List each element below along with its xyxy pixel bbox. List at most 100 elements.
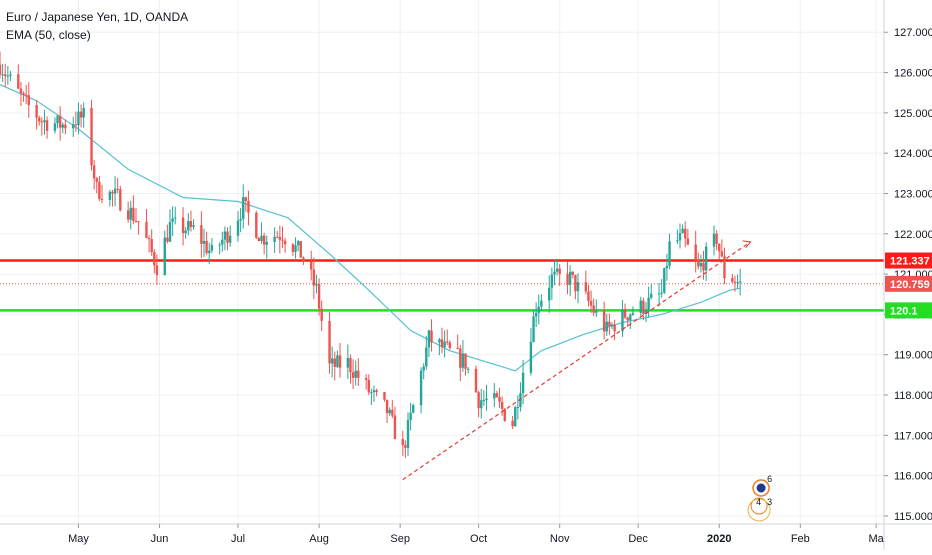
candle-body xyxy=(422,366,425,371)
candle-body xyxy=(631,312,635,315)
horizontal-levels[interactable] xyxy=(0,259,884,312)
candle-body xyxy=(187,221,190,231)
candle-body xyxy=(223,231,227,240)
candle-body xyxy=(205,240,208,254)
trendline-arrow-icon xyxy=(742,240,752,249)
candle-body xyxy=(61,124,64,128)
candle-body xyxy=(493,393,496,399)
trendline[interactable] xyxy=(402,240,752,481)
indicator-legend[interactable]: EMA (50, close) xyxy=(6,28,91,42)
candle-body xyxy=(480,400,483,409)
candle-body xyxy=(576,282,580,292)
event-count: 6 xyxy=(767,474,772,484)
candle-body xyxy=(281,239,284,241)
candle-body xyxy=(555,268,559,272)
candle-body xyxy=(391,409,394,416)
candle-body xyxy=(302,257,305,262)
candle-body xyxy=(681,228,684,234)
candle-body xyxy=(100,198,104,200)
candle-body xyxy=(704,246,708,271)
event-markers[interactable]: 6 4 3 xyxy=(747,474,772,522)
resistance-tag xyxy=(885,252,932,269)
candle-body xyxy=(166,237,169,242)
candle-body xyxy=(283,240,287,245)
candle-body xyxy=(90,108,93,166)
candle-body xyxy=(296,241,300,246)
candle-body xyxy=(650,293,653,298)
last-price-tag xyxy=(885,275,932,292)
candle-body xyxy=(686,238,690,245)
candle-body xyxy=(608,321,611,327)
candle-body xyxy=(461,353,465,368)
time-tick-label: May xyxy=(68,533,89,545)
candle-body xyxy=(647,297,650,311)
candle-body xyxy=(328,320,331,364)
candle-body xyxy=(500,401,504,409)
candle-body xyxy=(375,390,378,393)
candle-body xyxy=(262,235,266,245)
candle-body xyxy=(56,115,59,124)
time-tick-label: Oct xyxy=(470,533,487,545)
candle-body xyxy=(440,339,444,348)
candle-body xyxy=(226,231,229,243)
candles xyxy=(0,51,742,458)
candle-body xyxy=(145,221,148,238)
candle-body xyxy=(150,238,153,253)
chart-header: Euro / Japanese Yen, 1D, OANDA EMA (50, … xyxy=(6,8,188,44)
candle-body xyxy=(265,241,268,245)
candle-body xyxy=(113,188,117,194)
candle-body xyxy=(657,293,661,295)
candle-body xyxy=(77,111,80,126)
candle-body xyxy=(351,372,355,378)
event-count: 4 xyxy=(756,497,761,507)
candle-body xyxy=(184,230,187,234)
last-price-tag-label: 120.759 xyxy=(890,279,930,291)
candle-body xyxy=(181,217,185,234)
candle-body xyxy=(315,284,318,286)
candle-body xyxy=(82,108,85,118)
candle-body xyxy=(208,250,211,254)
candle-body xyxy=(239,218,242,221)
candle-body xyxy=(200,225,203,244)
candle-body xyxy=(404,445,407,448)
candle-body xyxy=(474,368,478,393)
candle-body xyxy=(629,314,632,321)
candle-body xyxy=(310,261,313,270)
candle-body xyxy=(370,392,373,394)
candle-body xyxy=(731,278,734,282)
candle-body xyxy=(715,233,718,244)
candle-body xyxy=(574,274,577,292)
time-tick-label: Sep xyxy=(390,533,410,545)
candle-body xyxy=(17,74,20,89)
event-count: 3 xyxy=(767,497,772,507)
time-axis[interactable]: May Jun Jul Aug Sep Oct Nov Dec 2020 Feb Ma xyxy=(0,523,932,545)
candle-body xyxy=(558,268,561,274)
resistance-tag-label: 121.337 xyxy=(890,256,930,268)
candle-body xyxy=(98,181,101,199)
candle-body xyxy=(723,256,726,279)
candle-body xyxy=(111,191,114,194)
candle-body xyxy=(464,353,467,369)
ema-line xyxy=(0,84,741,372)
candle-body xyxy=(354,370,357,378)
price-tick-label: 116.000 xyxy=(894,471,932,483)
candle-body xyxy=(6,75,10,77)
candle-body xyxy=(202,240,206,244)
candle-body xyxy=(255,212,258,238)
candle-body xyxy=(174,217,177,219)
symbol-title[interactable]: Euro / Japanese Yen, 1D, OANDA xyxy=(6,10,189,24)
price-axis[interactable]: 115.000116.000117.000118.000119.000120.0… xyxy=(883,0,932,550)
candle-body xyxy=(278,236,282,240)
candle-body xyxy=(372,390,376,393)
candle-body xyxy=(119,189,122,211)
candle-body xyxy=(516,407,520,409)
candle-body xyxy=(459,348,462,368)
candle-body xyxy=(1,74,4,76)
candle-body xyxy=(53,123,57,131)
time-tick-label: Feb xyxy=(791,533,810,545)
candle-body xyxy=(364,378,368,380)
candle-body xyxy=(189,221,193,227)
candle-body xyxy=(419,370,423,406)
